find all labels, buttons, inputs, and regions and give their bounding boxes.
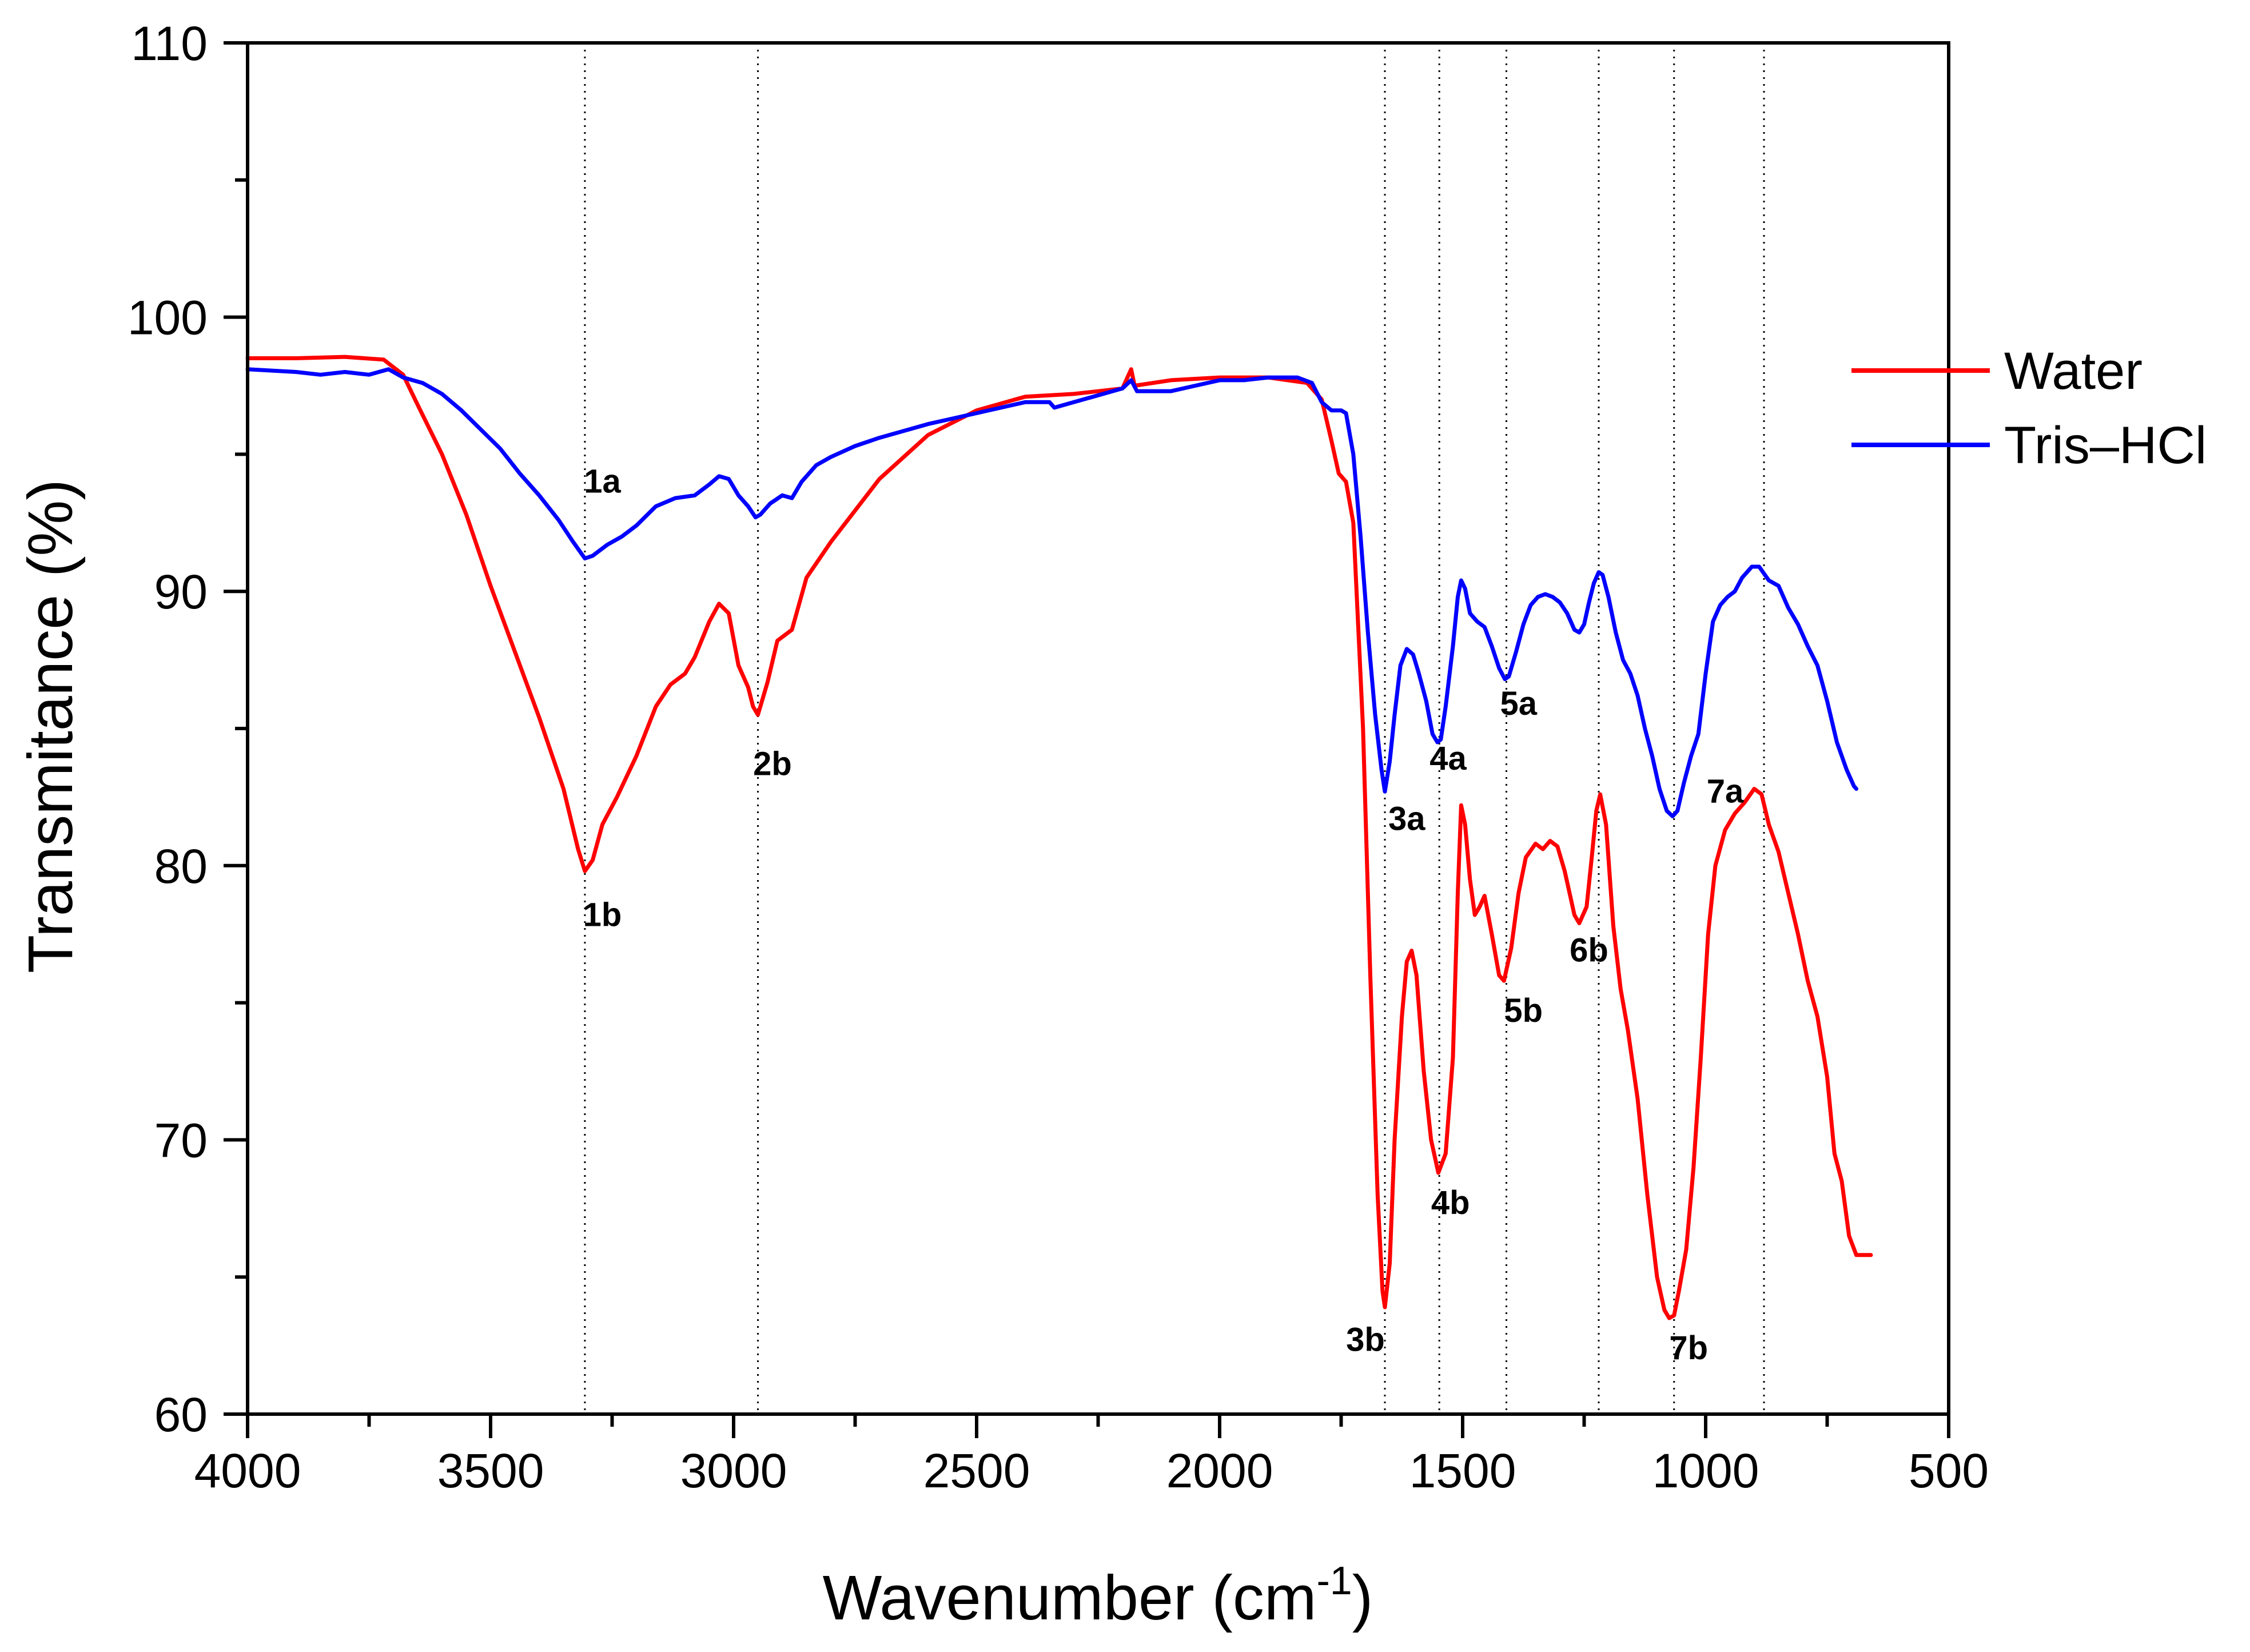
x-tick-label-2000: 2000	[1166, 1444, 1273, 1498]
y-tick-label-60: 60	[154, 1388, 208, 1442]
x-tick-label-500: 500	[1909, 1444, 1989, 1498]
y-tick-label-80: 80	[154, 839, 208, 893]
series-line-tris-hcl	[245, 367, 1858, 818]
x-axis-title: Wavenumber (cm-1)	[823, 1558, 1373, 1633]
peak-label-7a: 7a	[1707, 773, 1744, 810]
peak-label-5b: 5b	[1504, 992, 1543, 1029]
legend-label-water: Water	[2004, 342, 2143, 400]
x-axis-title-main: Wavenumber (cm	[823, 1563, 1317, 1633]
x-axis-ticks: 4000 3500 3000 2500 2000 1500 1000 500	[194, 1414, 1989, 1498]
reference-lines	[584, 43, 1765, 1414]
series-line-water	[245, 355, 1873, 1320]
y-axis-ticks: 60 70 80 90 100 110	[128, 17, 248, 1442]
x-tick-label-1000: 1000	[1652, 1444, 1759, 1498]
y-tick-label-100: 100	[128, 291, 208, 345]
y-tick-label-110: 110	[131, 17, 208, 70]
legend-label-tris-hcl: Tris–HCl	[2004, 416, 2207, 475]
x-tick-label-4000: 4000	[194, 1444, 301, 1498]
plot-frame	[246, 41, 1950, 1416]
peak-label-1a: 1a	[584, 463, 621, 500]
peak-label-7b: 7b	[1669, 1329, 1708, 1367]
x-tick-label-3500: 3500	[437, 1444, 544, 1498]
y-tick-label-70: 70	[154, 1113, 208, 1167]
x-tick-label-2500: 2500	[923, 1444, 1030, 1498]
y-axis-title: Transmitance (%)	[15, 479, 86, 973]
peak-label-4a: 4a	[1429, 740, 1467, 777]
peak-label-3a: 3a	[1388, 800, 1425, 837]
x-tick-label-1500: 1500	[1409, 1444, 1516, 1498]
legend: Water Tris–HCl	[1851, 342, 2207, 475]
peak-label-5a: 5a	[1500, 685, 1537, 722]
peak-annotations: 1a 1b 2b 3a 3b 4a 4b 5a 5b 6b 7a 7b	[583, 463, 1744, 1367]
x-axis-title-superscript: -1	[1317, 1558, 1352, 1603]
x-tick-label-3000: 3000	[680, 1444, 787, 1498]
peak-label-6b: 6b	[1570, 932, 1608, 969]
x-axis-title-close: )	[1352, 1563, 1373, 1633]
peak-label-3b: 3b	[1346, 1321, 1385, 1359]
peak-label-2b: 2b	[753, 746, 792, 783]
peak-label-1b: 1b	[583, 896, 622, 933]
y-tick-label-90: 90	[154, 565, 208, 619]
peak-label-4b: 4b	[1431, 1184, 1470, 1221]
series-layer	[245, 355, 1873, 1320]
